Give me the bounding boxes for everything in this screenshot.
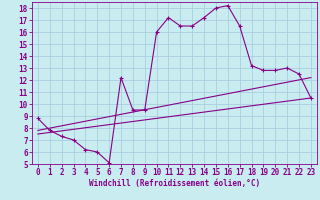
X-axis label: Windchill (Refroidissement éolien,°C): Windchill (Refroidissement éolien,°C) [89,179,260,188]
